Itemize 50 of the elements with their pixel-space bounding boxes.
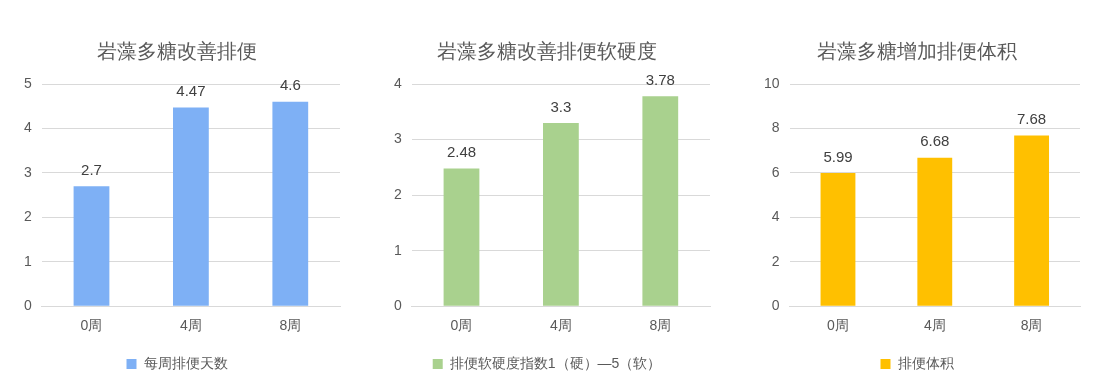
data-label: 6.68	[920, 132, 950, 150]
x-tick-label: 4周	[923, 317, 946, 334]
bar	[917, 157, 953, 306]
y-tick-label: 8	[771, 119, 780, 136]
bar	[820, 173, 856, 306]
legend-label: 排便体积	[897, 354, 954, 371]
bar	[73, 186, 110, 306]
data-label: 5.99	[823, 147, 853, 165]
x-tick-label: 0周	[827, 317, 849, 334]
legend-label: 每周排便天数	[143, 354, 228, 371]
y-tick-label: 2	[771, 252, 780, 269]
chart-title: 岩藻多糖改善排便软硬度	[437, 39, 657, 62]
data-label: 4.47	[176, 82, 206, 100]
bar	[1014, 135, 1050, 306]
y-tick-label: 0	[771, 297, 780, 314]
x-tick-label: 8周	[649, 317, 672, 334]
y-tick-label: 5	[23, 74, 32, 91]
y-tick-label: 3	[23, 163, 32, 180]
data-label: 2.7	[81, 160, 102, 178]
bar	[173, 107, 209, 306]
x-tick-label: 0周	[80, 317, 103, 334]
x-tick-label: 4周	[549, 317, 572, 334]
y-tick-label: 1	[393, 241, 402, 258]
legend-label: 排便软硬度指数1（硬）—5（软）	[449, 354, 662, 371]
y-tick-label: 0	[23, 297, 32, 314]
data-label: 7.68	[1016, 110, 1047, 128]
y-tick-label: 1	[23, 252, 32, 269]
y-tick-label: 10	[763, 74, 780, 91]
x-tick-label: 4周	[179, 317, 202, 334]
x-tick-label: 0周	[450, 317, 473, 334]
bar	[272, 101, 309, 306]
y-tick-label: 0	[393, 297, 402, 314]
bar	[543, 122, 579, 306]
data-label: 4.6	[279, 76, 301, 94]
chart-title: 岩藻多糖增加排便体积	[817, 39, 1017, 62]
y-tick-label: 3	[393, 130, 402, 147]
x-tick-label: 8周	[279, 317, 302, 334]
y-tick-label: 2	[393, 185, 402, 202]
bar	[642, 96, 679, 306]
bar	[443, 168, 480, 306]
y-tick-label: 4	[393, 74, 402, 91]
data-label: 2.48	[446, 143, 477, 161]
y-tick-label: 2	[23, 208, 32, 225]
chart-title: 岩藻多糖改善排便	[97, 39, 257, 62]
y-tick-label: 6	[771, 163, 780, 180]
x-tick-label: 8周	[1020, 317, 1043, 334]
y-tick-label: 4	[23, 119, 32, 136]
y-tick-label: 4	[771, 208, 780, 225]
data-label: 3.78	[645, 70, 675, 88]
data-label: 3.3	[550, 97, 572, 115]
